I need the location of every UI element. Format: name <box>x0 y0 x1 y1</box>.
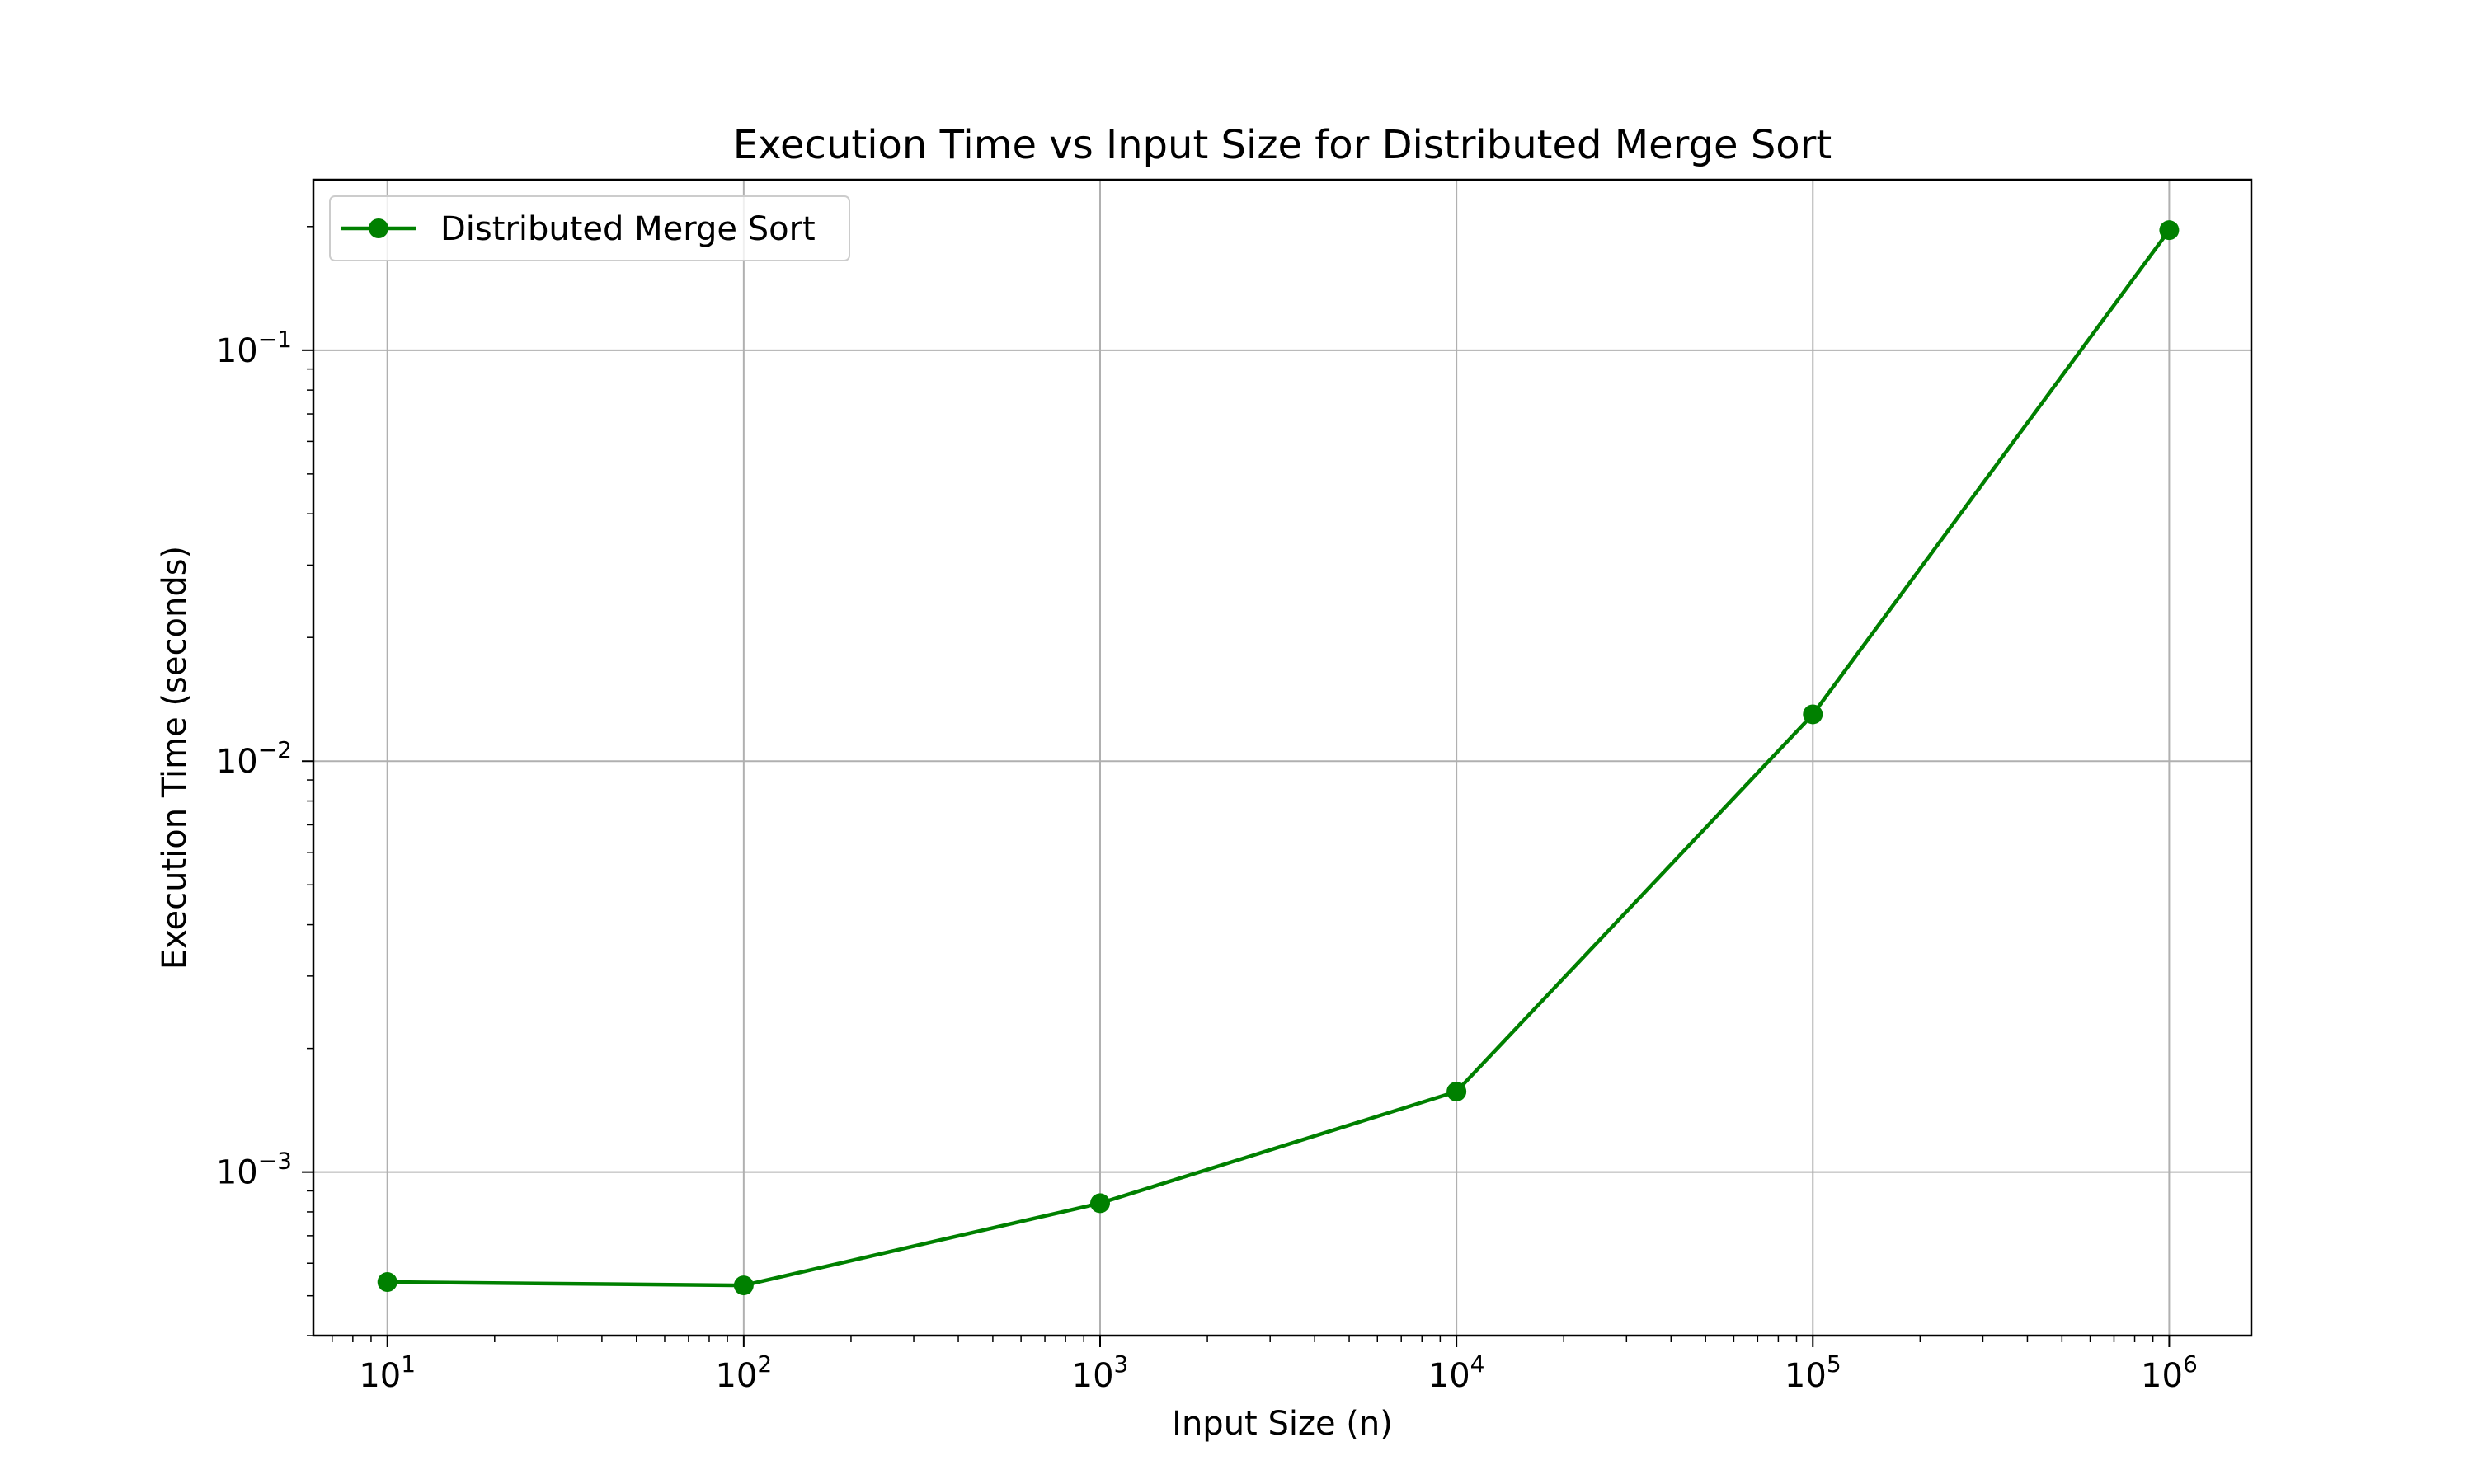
series-line <box>387 228 2171 1288</box>
data-point <box>733 1275 754 1296</box>
minor-ticks <box>307 226 2154 1342</box>
x-tick-label: 104 <box>1428 1350 1485 1395</box>
y-axis: 10−3 10−2 10−1 <box>216 326 313 1192</box>
y-tick-label: 10−3 <box>216 1148 292 1192</box>
y-tick-label: 10−1 <box>216 326 292 370</box>
x-tick-label: 103 <box>1072 1350 1129 1395</box>
data-point <box>2159 220 2180 241</box>
y-tick-label: 10−2 <box>216 736 292 781</box>
data-point <box>1803 704 1823 725</box>
legend-entry-label: Distributed Merge Sort <box>440 210 816 248</box>
legend: Distributed Merge Sort <box>329 195 850 261</box>
x-tick-label: 106 <box>2141 1350 2198 1395</box>
grid <box>313 180 2251 1336</box>
data-point <box>377 1272 397 1293</box>
plot-frame <box>312 178 2253 1337</box>
x-axis: 101 102 103 104 105 106 <box>359 1336 2198 1395</box>
x-axis-label: Input Size (n) <box>1172 1405 1393 1443</box>
x-tick-label: 105 <box>1785 1350 1841 1395</box>
x-tick-label: 101 <box>359 1350 416 1395</box>
y-axis-label: Execution Time (seconds) <box>156 546 194 970</box>
legend-marker-sample <box>369 218 388 238</box>
legend-box <box>329 195 850 261</box>
data-point <box>1089 1193 1110 1214</box>
chart-title: Execution Time vs Input Size for Distrib… <box>733 122 1832 168</box>
data-point <box>1446 1082 1467 1102</box>
series-layer <box>377 220 2180 1296</box>
x-tick-label: 102 <box>715 1350 772 1395</box>
